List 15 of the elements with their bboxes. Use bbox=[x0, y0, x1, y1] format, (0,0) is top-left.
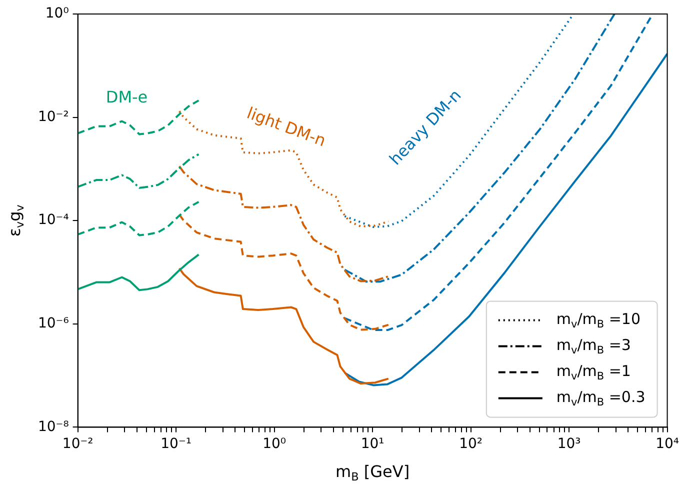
y-tick-label: 10⁻² bbox=[38, 108, 69, 125]
annotation: DM-e bbox=[106, 87, 148, 106]
x-tick-label: 10⁴ bbox=[656, 436, 680, 452]
x-tick-label: 10⁻¹ bbox=[160, 436, 192, 452]
x-tick-label: 10¹ bbox=[360, 436, 384, 452]
y-tick-label: 10⁻⁸ bbox=[38, 418, 70, 435]
x-tick-label: 10³ bbox=[557, 436, 581, 452]
x-tick-label: 10² bbox=[459, 436, 483, 452]
annotation: light DM-n bbox=[244, 103, 328, 150]
x-tick-label: 10⁰ bbox=[262, 436, 286, 452]
y-tick-label: 10⁻⁴ bbox=[38, 212, 70, 228]
y-axis-title: εvgv bbox=[5, 204, 27, 237]
x-tick-label: 10⁻² bbox=[62, 436, 94, 452]
y-tick-label: 10⁻⁶ bbox=[38, 316, 70, 332]
y-tick-label: 10⁰ bbox=[45, 6, 70, 22]
